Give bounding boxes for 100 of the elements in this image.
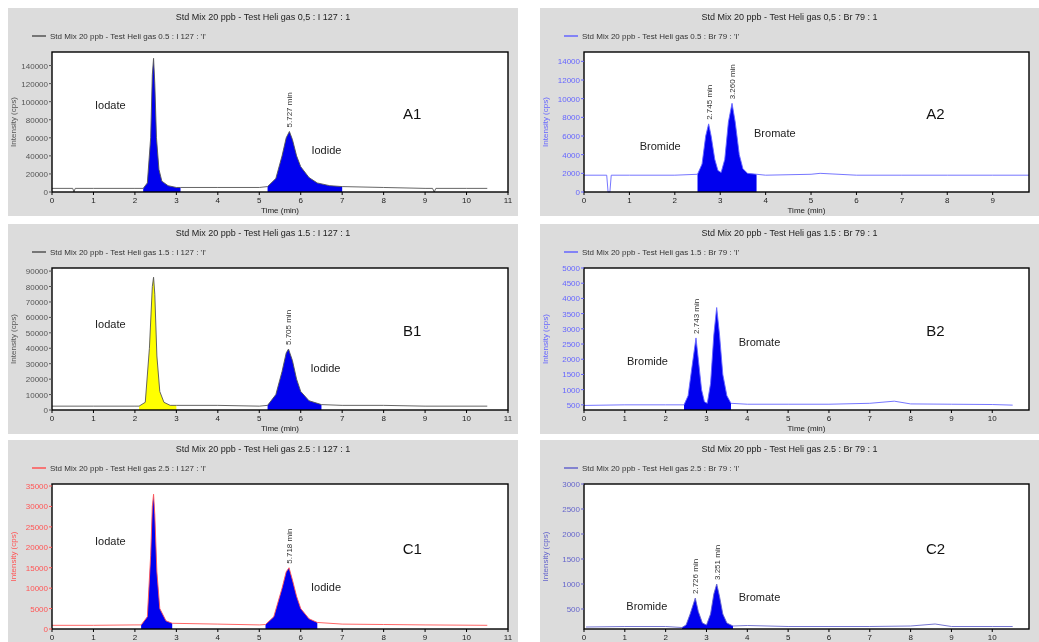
y-tick-label: 1000 — [562, 580, 581, 589]
x-tick-label: 4 — [215, 633, 221, 642]
x-tick-label: 2 — [132, 633, 138, 642]
x-tick-label: 8 — [381, 633, 387, 642]
annotation: A2 — [926, 105, 945, 123]
annotation: Bromate — [738, 336, 781, 349]
annotation: A1 — [403, 105, 422, 123]
y-tick-label: 6000 — [562, 132, 581, 141]
annotation: Bromide — [639, 139, 681, 152]
y-tick-label: 30000 — [25, 359, 49, 369]
x-tick-label: 4 — [215, 196, 221, 205]
legend-label: Std Mix 20 ppb - Test Heli gas 1.5 : I 127 : 'I' — [50, 248, 207, 257]
x-tick-label: 4 — [745, 414, 751, 423]
x-tick-label: 6 — [298, 414, 304, 423]
legend-label: Std Mix 20 ppb - Test Heli gas 2.5 : I 127 : 'I' — [50, 464, 207, 473]
x-tick-label: 0 — [581, 196, 587, 205]
y-tick-label: 20000 — [25, 543, 49, 553]
x-tick-label: 3 — [174, 414, 180, 423]
annotation: Iodate — [94, 99, 126, 112]
y-tick-label: 120000 — [21, 79, 49, 89]
y-tick-label: 70000 — [25, 297, 49, 307]
annotation: Iodide — [310, 362, 341, 375]
x-tick-label: 11 — [503, 633, 513, 642]
x-tick-label: 7 — [339, 196, 345, 205]
legend-label: Std Mix 20 ppb - Test Heli gas 0.5 : I 127 : 'I' — [50, 32, 207, 41]
x-tick-label: 10 — [462, 633, 472, 642]
y-tick-label: 35000 — [25, 482, 49, 492]
x-tick-label: 11 — [503, 196, 513, 205]
y-axis-title: Intensity (cps) — [9, 531, 18, 582]
x-tick-label: 9 — [422, 414, 428, 423]
x-tick-label: 2 — [663, 414, 669, 423]
x-tick-label: 6 — [854, 196, 860, 205]
y-tick-label: 50000 — [25, 328, 49, 338]
y-tick-label: 4000 — [562, 294, 581, 304]
y-tick-label: 60000 — [25, 313, 49, 323]
y-tick-label: 500 — [566, 400, 581, 410]
annotation: 2.743 min — [691, 298, 701, 334]
chart-title: Std Mix 20 ppb - Test Heli gas 0,5 : Br 79 : 1 — [701, 12, 878, 22]
annotation: 3.251 min — [712, 544, 722, 580]
y-tick-label: 3500 — [562, 309, 581, 319]
x-tick-label: 6 — [298, 196, 304, 205]
y-tick-label: 1500 — [562, 370, 581, 380]
annotation: C2 — [925, 539, 946, 557]
y-tick-label: 20000 — [25, 375, 49, 385]
y-tick-label: 10000 — [557, 94, 581, 104]
x-tick-label: 7 — [339, 414, 345, 423]
y-tick-label: 2000 — [562, 355, 581, 365]
y-tick-label: 8000 — [562, 113, 581, 123]
x-tick-label: 5 — [257, 414, 263, 423]
x-tick-label: 9 — [949, 633, 955, 642]
y-axis-title: Intensity (cps) — [541, 96, 550, 147]
y-tick-label: 15000 — [25, 563, 49, 573]
x-tick-label: 9 — [422, 633, 428, 642]
y-axis-title: Intensity (cps) — [541, 531, 550, 582]
annotation: Iodate — [94, 535, 126, 548]
x-tick-label: 8 — [908, 633, 914, 642]
y-tick-label: 2500 — [562, 505, 581, 514]
y-tick-label: 14000 — [557, 57, 581, 67]
line-series — [51, 57, 488, 193]
y-tick-label: 0 — [43, 625, 49, 634]
y-tick-label: 10000 — [25, 390, 49, 400]
annotation: Iodide — [311, 144, 342, 157]
x-tick-label: 4 — [215, 414, 221, 423]
y-tick-label: 25000 — [25, 522, 49, 532]
x-tick-label: 8 — [945, 196, 951, 205]
y-tick-label: 5000 — [562, 264, 581, 273]
chart-title: Std Mix 20 ppb - Test Heli gas 1.5 : I 127 : 1 — [175, 228, 351, 238]
annotation: 5.705 min — [284, 309, 294, 346]
x-tick-label: 7 — [867, 633, 873, 642]
x-tick-label: 7 — [339, 633, 345, 642]
annotation: B1 — [403, 322, 422, 340]
x-tick-label: 7 — [899, 196, 905, 205]
y-tick-label: 2000 — [562, 530, 581, 539]
x-tick-label: 1 — [627, 196, 633, 205]
x-tick-label: 10 — [987, 414, 998, 423]
annotation: Bromate — [738, 591, 781, 604]
line-series — [51, 493, 488, 626]
x-tick-label: 11 — [503, 414, 513, 423]
y-tick-label: 40000 — [25, 151, 49, 161]
y-tick-label: 40000 — [25, 344, 49, 354]
annotation: 2.745 min — [704, 84, 714, 120]
y-tick-label: 10000 — [25, 584, 49, 594]
annotation: B2 — [926, 322, 945, 340]
x-axis-title: Time (min) — [787, 206, 826, 215]
annotation: 5.718 min — [285, 528, 295, 564]
x-tick-label: 1 — [91, 633, 97, 642]
y-axis-title: Intensity (cps) — [541, 313, 550, 364]
y-tick-label: 4000 — [562, 150, 581, 160]
annotation: Iodate — [94, 317, 126, 330]
x-tick-label: 7 — [867, 414, 873, 423]
y-tick-label: 2000 — [562, 169, 581, 179]
y-axis-title: Intensity (cps) — [9, 313, 18, 364]
x-tick-label: 5 — [257, 196, 263, 205]
x-tick-label: 0 — [49, 196, 55, 205]
x-axis-title: Time (min) — [787, 424, 826, 433]
x-tick-label: 8 — [381, 414, 387, 423]
x-tick-label: 8 — [381, 196, 387, 205]
x-tick-label: 2 — [663, 633, 669, 642]
legend-label: Std Mix 20 ppb - Test Heli gas 0.5 : Br 79 : 'I' — [582, 32, 740, 41]
x-tick-label: 1 — [91, 414, 97, 423]
